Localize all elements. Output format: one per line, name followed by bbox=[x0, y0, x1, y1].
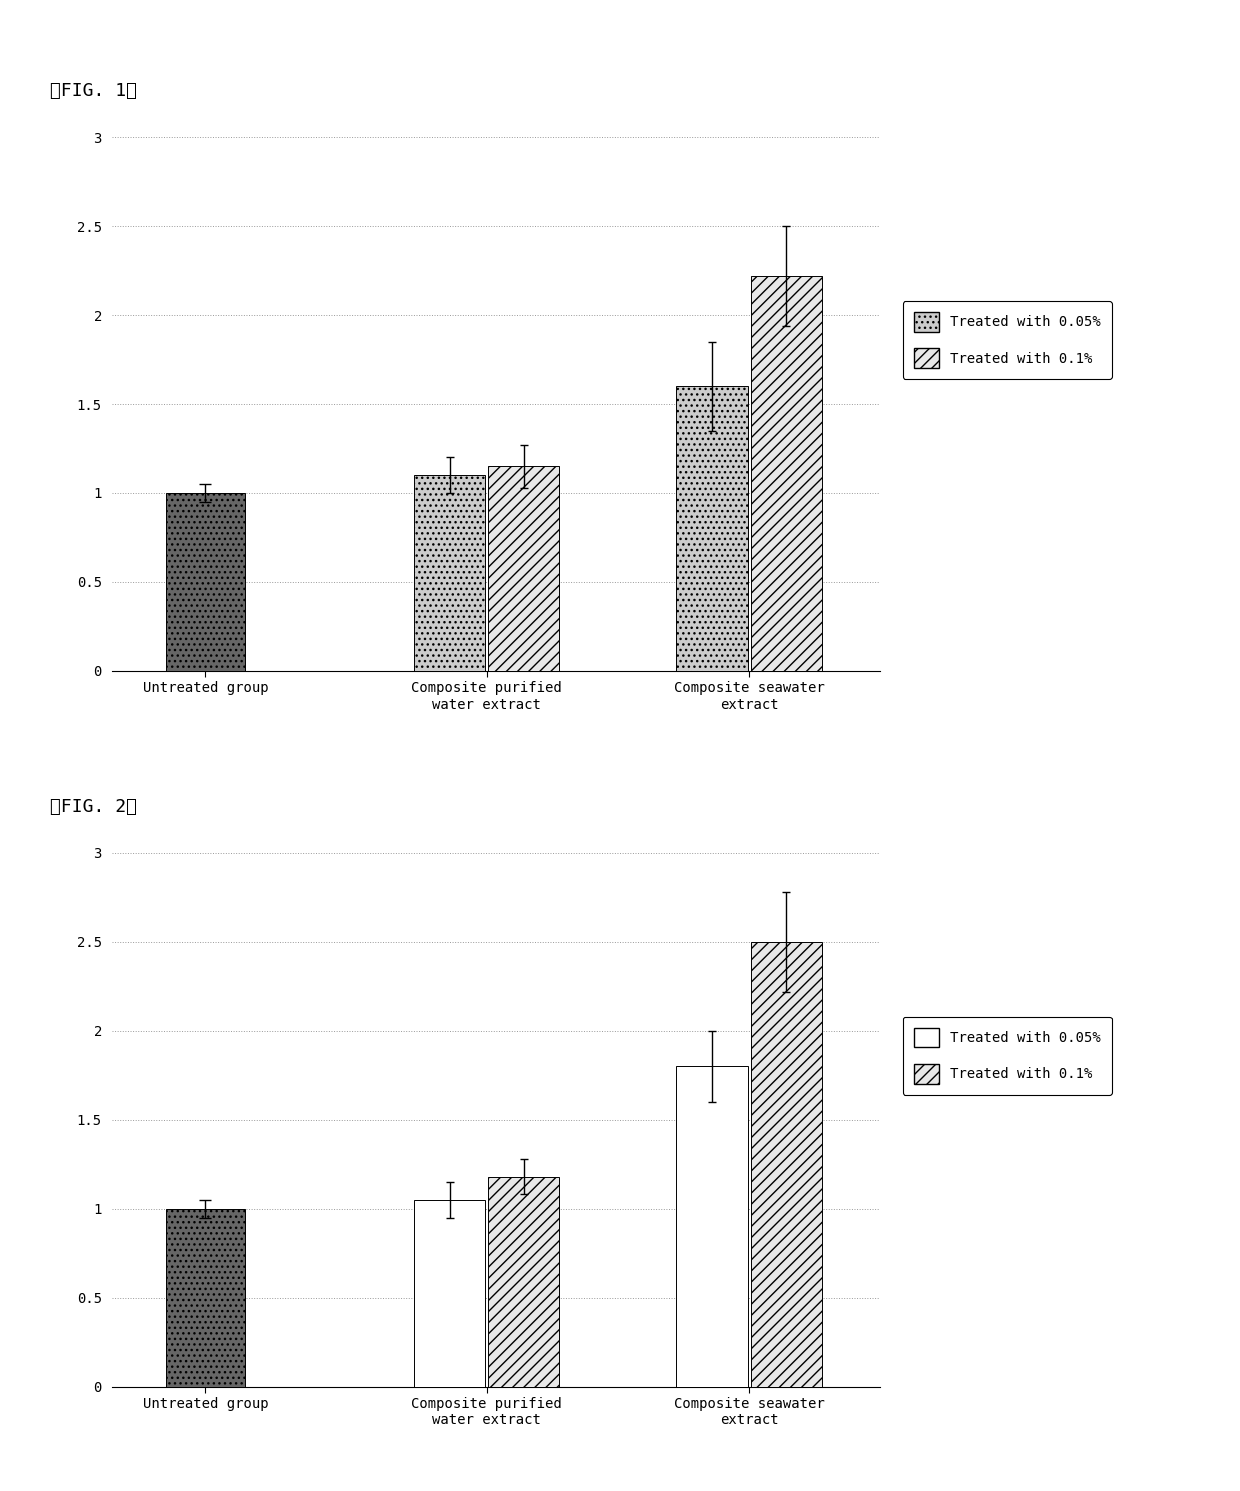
Bar bbox=[166, 494, 244, 671]
Bar bbox=[677, 386, 748, 671]
Legend: Treated with 0.05%, Treated with 0.1%: Treated with 0.05%, Treated with 0.1% bbox=[903, 301, 1112, 379]
Bar bbox=[414, 476, 485, 671]
Bar bbox=[489, 1176, 559, 1387]
Bar bbox=[489, 467, 559, 671]
Bar bbox=[750, 276, 822, 671]
Legend: Treated with 0.05%, Treated with 0.1%: Treated with 0.05%, Treated with 0.1% bbox=[903, 1017, 1112, 1094]
Text: 【FIG. 2】: 【FIG. 2】 bbox=[50, 798, 136, 816]
Text: 【FIG. 1】: 【FIG. 1】 bbox=[50, 82, 136, 100]
Bar bbox=[750, 942, 822, 1387]
Bar bbox=[677, 1066, 748, 1387]
Bar bbox=[414, 1200, 485, 1387]
Bar bbox=[166, 1209, 244, 1387]
